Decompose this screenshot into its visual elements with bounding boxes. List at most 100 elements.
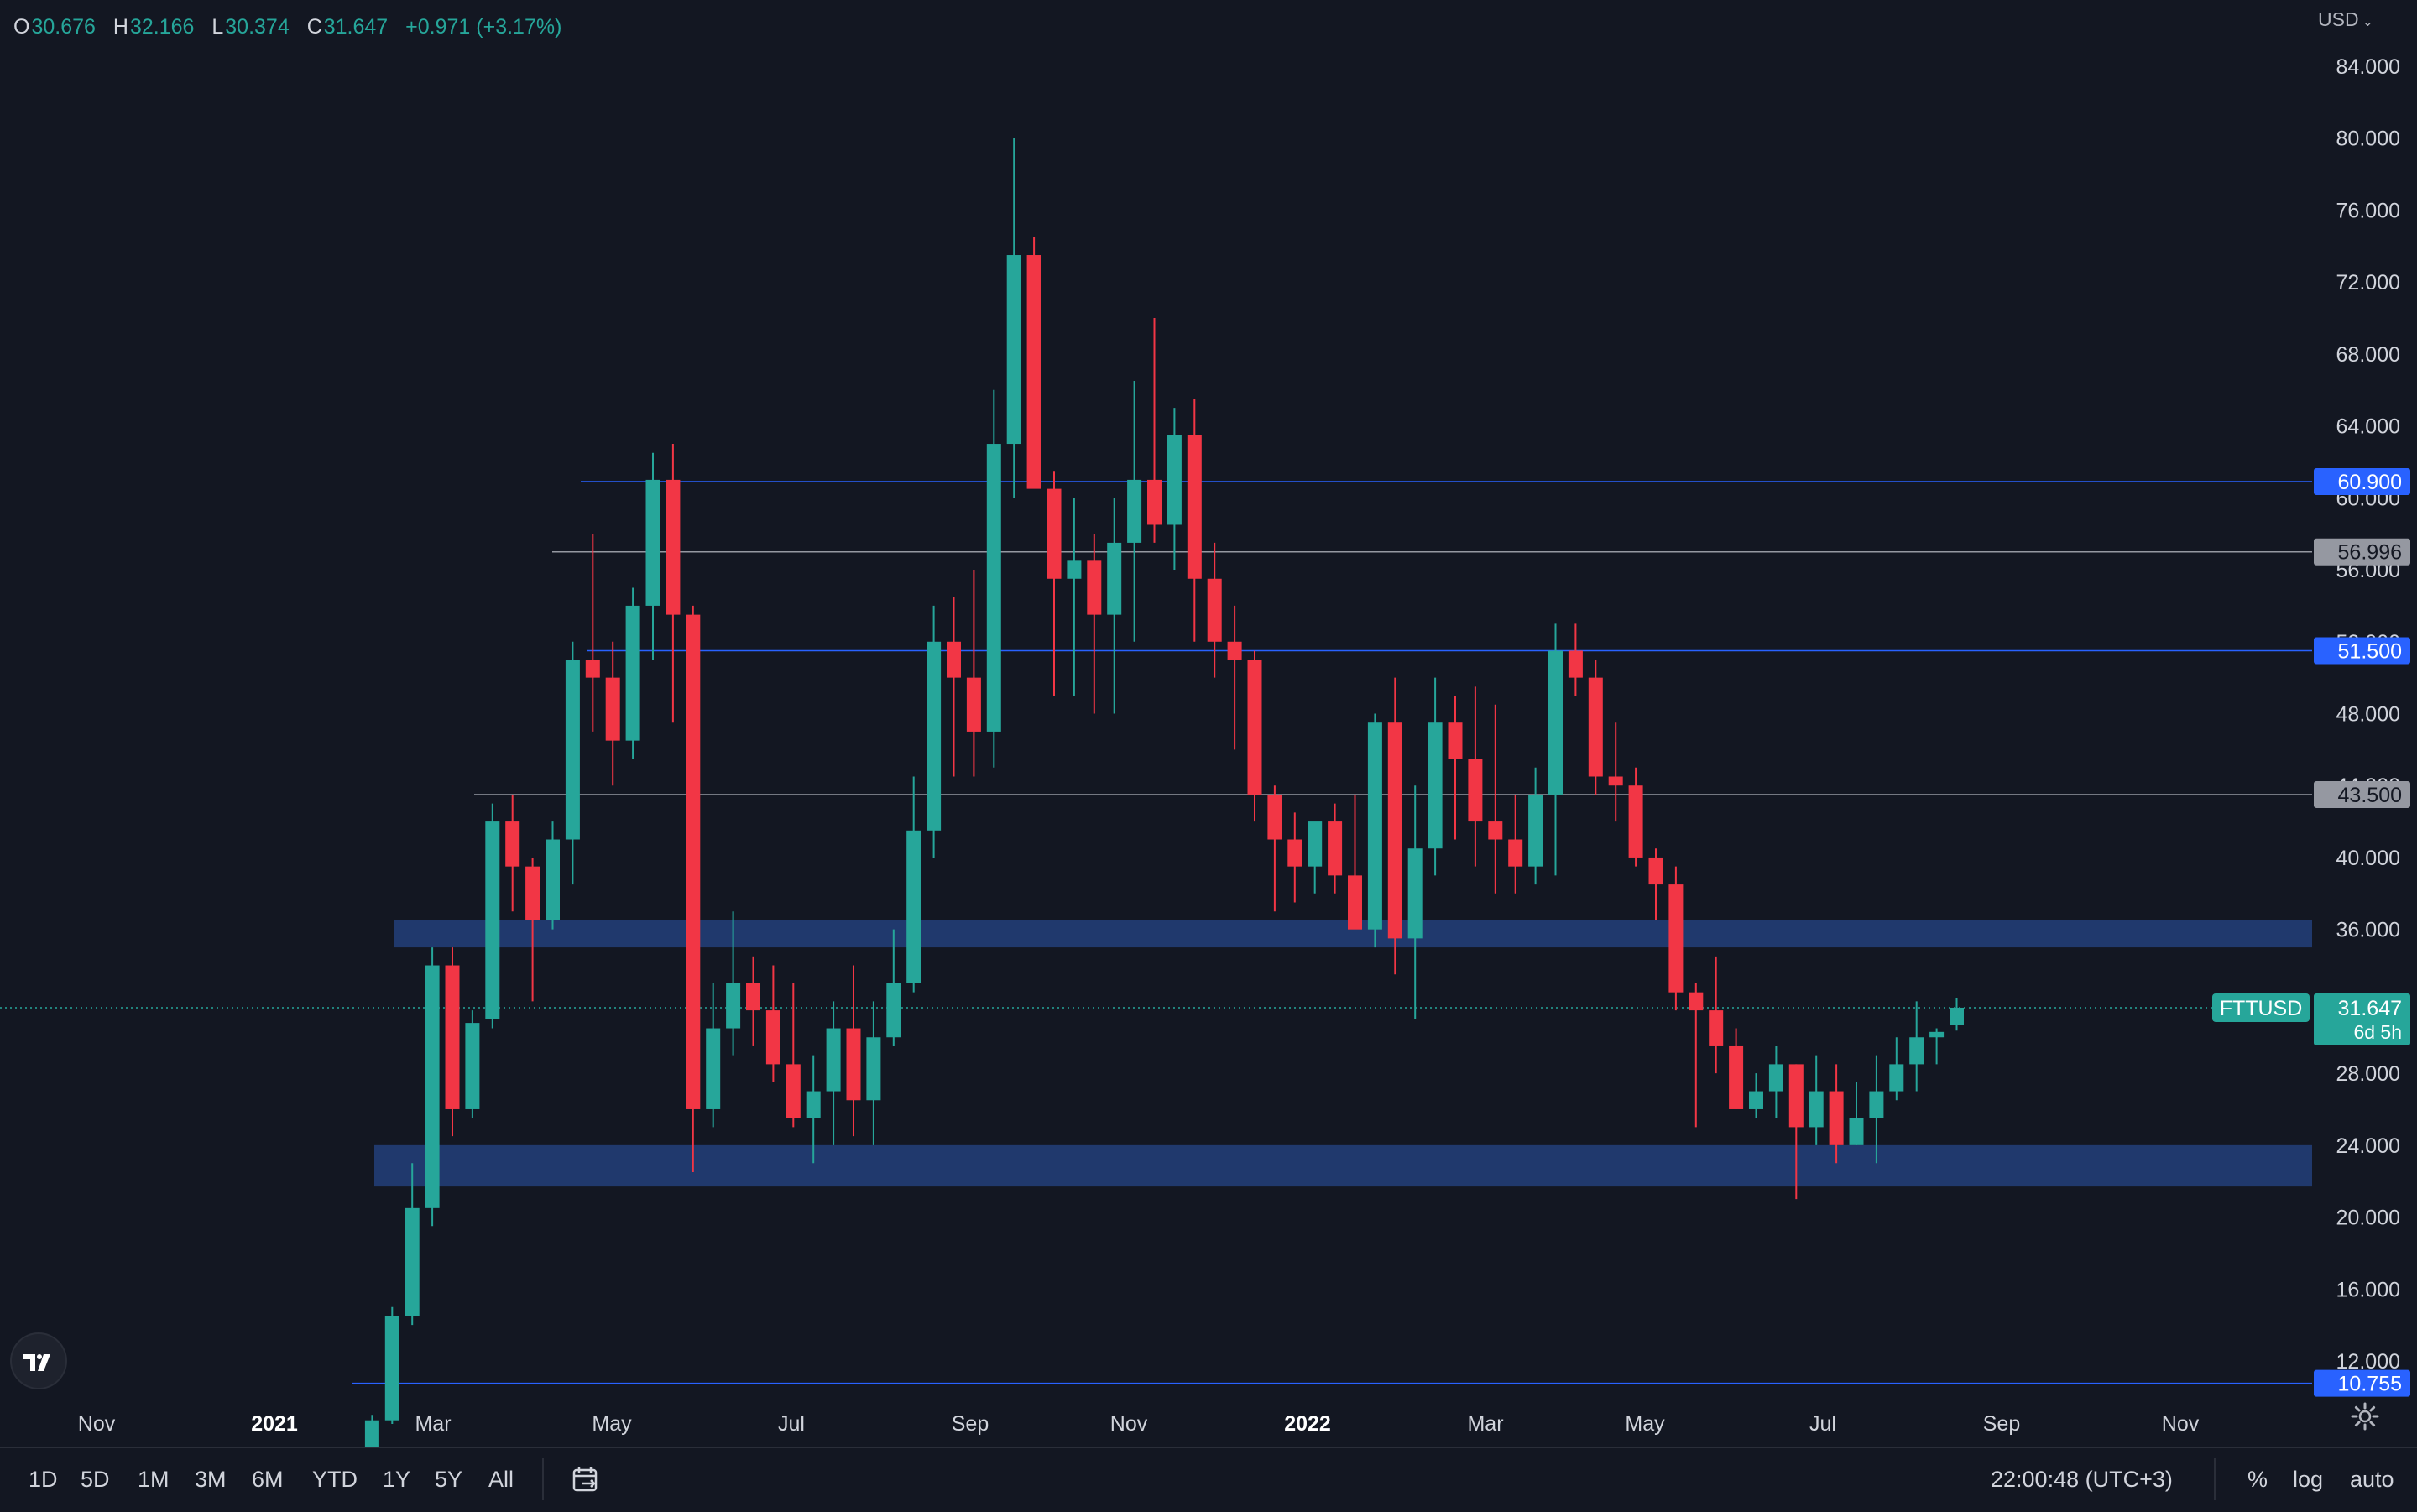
- candle: [947, 597, 961, 777]
- timeframe-3m[interactable]: 3M: [195, 1467, 227, 1492]
- candle-body: [445, 965, 460, 1109]
- level-price-value: 10.755: [2338, 1373, 2402, 1396]
- candle-body: [1328, 821, 1343, 876]
- log-scale-toggle[interactable]: log: [2293, 1467, 2324, 1492]
- candle-body: [384, 1316, 399, 1421]
- candle: [1768, 1045, 1783, 1118]
- candle: [1428, 677, 1443, 876]
- candle-body: [866, 1037, 881, 1101]
- candle-body: [886, 983, 901, 1038]
- candle-body: [1788, 1064, 1804, 1128]
- candle-body: [1588, 677, 1603, 777]
- price-tick-label: 40.000: [2336, 847, 2400, 870]
- time-tick-label: Sep: [1983, 1412, 2020, 1436]
- candle-body: [1407, 848, 1423, 939]
- timeframe-1m[interactable]: 1M: [138, 1467, 170, 1492]
- candle-body: [1849, 1118, 1864, 1145]
- candle-body: [546, 839, 560, 920]
- candle-body: [1167, 435, 1182, 525]
- candle-body: [1889, 1064, 1904, 1092]
- candle: [1528, 767, 1543, 885]
- price-tick-label: 64.000: [2336, 415, 2400, 439]
- change-value: +0.971 (+3.17%): [405, 15, 562, 39]
- candle: [1367, 713, 1382, 948]
- candle-body: [1548, 650, 1563, 795]
- price-tick-label: 76.000: [2336, 199, 2400, 222]
- candle: [405, 1163, 420, 1326]
- candle-body: [565, 660, 580, 840]
- timeframe-5d[interactable]: 5D: [81, 1467, 110, 1492]
- candle-body: [726, 983, 741, 1029]
- close-label: C: [306, 15, 322, 39]
- candle-body: [947, 641, 961, 678]
- candle: [966, 570, 981, 777]
- level-price-value: 60.900: [2338, 471, 2402, 494]
- candle: [1267, 785, 1282, 912]
- candle: [1889, 1037, 1904, 1101]
- tradingview-logo-icon[interactable]: [12, 1334, 65, 1388]
- candle: [1107, 498, 1122, 714]
- candle: [1167, 408, 1182, 571]
- zones: [374, 920, 2312, 1187]
- last-price-badge-bg: [2314, 993, 2410, 1045]
- chevron-down-icon: ⌄: [2362, 15, 2373, 29]
- price-axis: 84.00080.00076.00072.00068.00064.00060.0…: [2336, 55, 2400, 1374]
- candle-body: [1207, 578, 1222, 642]
- timeframe-5y[interactable]: 5Y: [435, 1467, 463, 1492]
- time-tick-label: Mar: [415, 1412, 451, 1436]
- candle: [1087, 534, 1102, 714]
- candle: [1187, 399, 1202, 642]
- price-chart[interactable]: 84.00080.00076.00072.00068.00064.00060.0…: [0, 0, 2417, 1447]
- candle: [1488, 704, 1503, 894]
- clock-timezone[interactable]: 22:00:48 (UTC+3): [1991, 1467, 2173, 1492]
- level-price-label-bg: [2314, 637, 2410, 665]
- timeframe-6m[interactable]: 6M: [252, 1467, 284, 1492]
- level-price-label: 43.500: [2314, 780, 2410, 808]
- candle: [505, 794, 520, 912]
- toolbar-divider: [542, 1458, 544, 1500]
- candle-body: [746, 983, 760, 1011]
- candle-body: [1668, 884, 1684, 993]
- candle: [846, 965, 861, 1137]
- candle-body: [1247, 660, 1262, 795]
- candle-body: [1568, 650, 1583, 678]
- candle: [1328, 803, 1343, 894]
- candle: [1648, 848, 1663, 920]
- candle: [485, 803, 500, 1029]
- candle: [1348, 794, 1362, 930]
- time-tick-label: Jul: [1809, 1412, 1836, 1436]
- candle: [1287, 812, 1302, 903]
- candle: [1026, 237, 1041, 489]
- percent-scale-toggle[interactable]: %: [2247, 1467, 2268, 1492]
- timeframe-1d[interactable]: 1D: [29, 1467, 58, 1492]
- price-tick-label: 48.000: [2336, 703, 2400, 727]
- timeframe-ytd[interactable]: YTD: [312, 1467, 358, 1492]
- candle: [765, 965, 780, 1082]
- level-price-value: 51.500: [2338, 639, 2402, 663]
- price-tick-label: 84.000: [2336, 55, 2400, 79]
- settings-gear-icon[interactable]: [2350, 1401, 2380, 1431]
- auto-scale-toggle[interactable]: auto: [2350, 1467, 2394, 1492]
- timeframe-all[interactable]: All: [488, 1467, 514, 1492]
- timeframe-1y[interactable]: 1Y: [383, 1467, 411, 1492]
- bottom-toolbar: 1D 5D 1M 3M 6M YTD 1Y 5Y All 22:00:48 (U…: [0, 1447, 2417, 1512]
- currency-selector[interactable]: USD ⌄: [2318, 8, 2373, 31]
- candle: [1869, 1055, 1884, 1164]
- candle-body: [966, 677, 981, 732]
- time-tick-label: Nov: [78, 1412, 116, 1436]
- candle-body: [1367, 722, 1382, 930]
- go-to-date-icon[interactable]: [569, 1463, 603, 1497]
- candle-body: [505, 821, 520, 867]
- bar-countdown: 6d 5h: [2353, 1021, 2402, 1043]
- level-price-label: 60.900: [2314, 468, 2410, 496]
- price-tick-label: 28.000: [2336, 1062, 2400, 1086]
- level-price-label: 10.755: [2314, 1369, 2410, 1397]
- candle: [1127, 381, 1142, 642]
- candle-body: [1348, 875, 1362, 930]
- price-tick-label: 16.000: [2336, 1278, 2400, 1301]
- candle-body: [1147, 479, 1162, 525]
- candle: [1047, 471, 1062, 696]
- candle-body: [1869, 1091, 1884, 1118]
- candle: [706, 983, 721, 1128]
